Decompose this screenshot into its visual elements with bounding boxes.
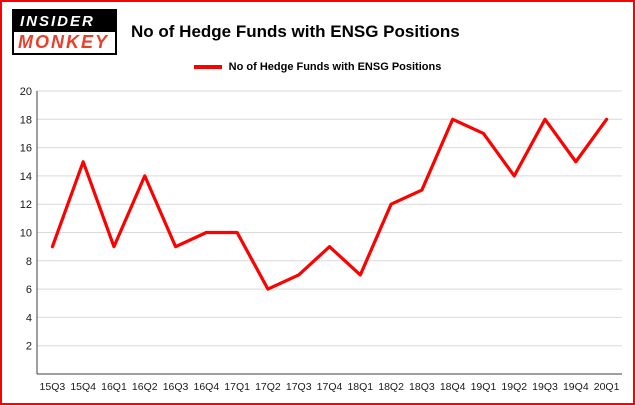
x-tick-label: 19Q2 — [501, 381, 527, 393]
y-tick-label: 6 — [26, 284, 32, 296]
y-tick-label: 16 — [20, 143, 32, 155]
legend-label: No of Hedge Funds with ENSG Positions — [228, 61, 442, 73]
x-tick-label: 20Q1 — [594, 381, 620, 393]
logo-line1: INSIDER — [14, 11, 116, 32]
x-tick-label: 18Q4 — [440, 381, 466, 393]
line-chart: 2 4 6 8 10 12 14 16 18 20 15Q3 15Q4 16Q1 16Q2 16Q3 16Q4… — [20, 86, 622, 393]
y-tick-label: 12 — [20, 199, 32, 211]
logo-line2: MONKEY — [14, 32, 116, 53]
x-tick-label: 15Q4 — [70, 381, 96, 393]
x-tick-label: 19Q3 — [532, 381, 558, 393]
x-tick-label: 18Q2 — [378, 381, 404, 393]
x-tick-label: 18Q1 — [347, 381, 373, 393]
x-tick-label: 19Q4 — [563, 381, 589, 393]
x-tick-label: 15Q3 — [40, 381, 66, 393]
x-tick-label: 17Q4 — [317, 381, 343, 393]
x-tick-label: 16Q4 — [193, 381, 219, 393]
series-line — [50, 117, 609, 291]
insider-monkey-logo: INSIDER MONKEY — [12, 9, 118, 55]
y-tick-label: 8 — [26, 256, 32, 268]
x-tick-label: 17Q3 — [286, 381, 312, 393]
header: INSIDER MONKEY No of Hedge Funds with EN… — [2, 2, 633, 55]
legend-line-swatch — [193, 65, 222, 69]
x-tick-label: 17Q2 — [255, 381, 281, 393]
y-tick-label: 2 — [26, 341, 32, 353]
y-tick-label: 10 — [20, 228, 32, 240]
y-tick-label: 4 — [26, 312, 32, 324]
x-tick-label: 17Q1 — [224, 381, 250, 393]
y-tick-label: 14 — [20, 171, 32, 183]
x-tick-label: 18Q3 — [409, 381, 435, 393]
y-tick-label: 18 — [20, 114, 32, 126]
x-tick-label: 16Q2 — [132, 381, 158, 393]
legend: No of Hedge Funds with ENSG Positions — [2, 59, 633, 75]
y-tick-label: 20 — [20, 86, 32, 98]
x-tick-label: 16Q3 — [163, 381, 189, 393]
x-tick-label: 16Q1 — [101, 381, 127, 393]
page-title: No of Hedge Funds with ENSG Positions — [131, 22, 460, 41]
x-tick-label: 19Q1 — [471, 381, 497, 393]
chart-area: 2 4 6 8 10 12 14 16 18 20 15Q3 15Q4 16Q1 16Q2 16Q3 16Q4… — [2, 75, 633, 403]
